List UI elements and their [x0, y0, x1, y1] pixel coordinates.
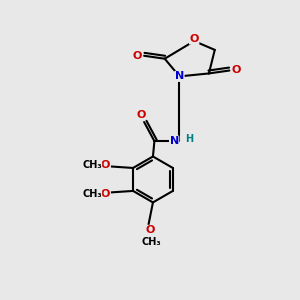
Text: O: O: [136, 110, 146, 120]
Text: O: O: [101, 189, 110, 199]
Text: CH₃: CH₃: [142, 237, 161, 247]
Text: H: H: [185, 134, 193, 144]
Text: CH₃: CH₃: [82, 189, 102, 199]
Text: O: O: [231, 65, 241, 76]
Text: O: O: [101, 160, 110, 170]
Text: N: N: [175, 71, 184, 81]
Text: O: O: [133, 51, 142, 61]
Text: CH₃: CH₃: [82, 160, 102, 170]
Text: O: O: [146, 225, 155, 236]
Text: O: O: [190, 34, 199, 44]
Text: N: N: [169, 136, 179, 146]
